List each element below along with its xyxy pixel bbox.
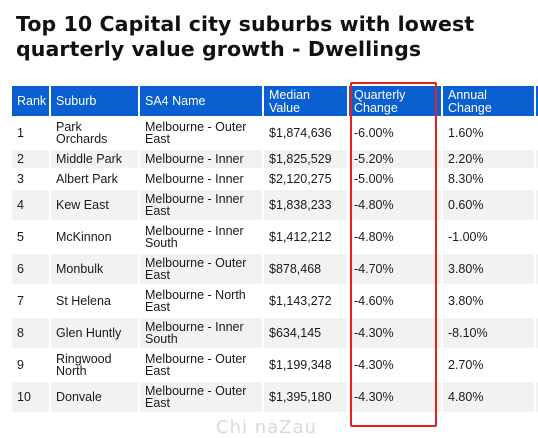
cell-rank: 4: [12, 190, 49, 220]
header-filler: [536, 86, 538, 116]
cell-quarterly-change: -6.00%: [349, 118, 441, 148]
cell-annual-change: -8.10%: [443, 318, 534, 348]
cell-annual-change: 4.80%: [443, 382, 534, 412]
cell-suburb: Ringwood North: [51, 350, 138, 380]
cell-filler: [536, 254, 538, 284]
cell-sa4-name: Melbourne - Outer East: [140, 382, 262, 412]
cell-annual-change: 1.60%: [443, 118, 534, 148]
cell-filler: [536, 118, 538, 148]
header-suburb: Suburb: [51, 86, 138, 116]
header-sa4-name: SA4 Name: [140, 86, 262, 116]
cell-quarterly-change: -5.00%: [349, 170, 441, 188]
cell-annual-change: 3.80%: [443, 286, 534, 316]
header-rank: Rank: [12, 86, 49, 116]
table-row: 5 McKinnon Melbourne - Inner South $1,41…: [12, 222, 538, 252]
cell-rank: 5: [12, 222, 49, 252]
table-row: 1 Park Orchards Melbourne - Outer East $…: [12, 118, 538, 148]
cell-quarterly-change: -4.60%: [349, 286, 441, 316]
cell-suburb: Park Orchards: [51, 118, 138, 148]
cell-rank: 2: [12, 150, 49, 168]
cell-filler: [536, 190, 538, 220]
cell-filler: [536, 350, 538, 380]
cell-sa4-name: Melbourne - Outer East: [140, 254, 262, 284]
table-row: 3 Albert Park Melbourne - Inner $2,120,2…: [12, 170, 538, 188]
cell-quarterly-change: -4.80%: [349, 190, 441, 220]
table-row: 8 Glen Huntly Melbourne - Inner South $6…: [12, 318, 538, 348]
cell-sa4-name: Melbourne - Inner South: [140, 222, 262, 252]
cell-suburb: McKinnon: [51, 222, 138, 252]
cell-annual-change: 2.20%: [443, 150, 534, 168]
cell-rank: 10: [12, 382, 49, 412]
cell-rank: 1: [12, 118, 49, 148]
cell-sa4-name: Melbourne - Outer East: [140, 350, 262, 380]
cell-median-value: $1,143,272: [264, 286, 347, 316]
cell-filler: [536, 286, 538, 316]
cell-rank: 3: [12, 170, 49, 188]
table-row: 7 St Helena Melbourne - North East $1,14…: [12, 286, 538, 316]
cell-annual-change: 3.80%: [443, 254, 534, 284]
cell-quarterly-change: -4.30%: [349, 350, 441, 380]
header-quarterly-change: Quarterly Change: [349, 86, 441, 116]
cell-sa4-name: Melbourne - Inner: [140, 150, 262, 168]
cell-suburb: St Helena: [51, 286, 138, 316]
cell-filler: [536, 222, 538, 252]
cell-median-value: $1,874,636: [264, 118, 347, 148]
cell-rank: 7: [12, 286, 49, 316]
table-row: 9 Ringwood North Melbourne - Outer East …: [12, 350, 538, 380]
cell-sa4-name: Melbourne - Inner South: [140, 318, 262, 348]
watermark: Chi naZau: [216, 417, 317, 438]
cell-suburb: Glen Huntly: [51, 318, 138, 348]
cell-median-value: $1,395,180: [264, 382, 347, 412]
cell-rank: 6: [12, 254, 49, 284]
cell-median-value: $878,468: [264, 254, 347, 284]
cell-suburb: Monbulk: [51, 254, 138, 284]
cell-median-value: $1,199,348: [264, 350, 347, 380]
table-container: Rank Suburb SA4 Name Median Value Quarte…: [0, 84, 538, 429]
table-row: 10 Donvale Melbourne - Outer East $1,395…: [12, 382, 538, 412]
table-header-row: Rank Suburb SA4 Name Median Value Quarte…: [12, 86, 538, 116]
cell-sa4-name: Melbourne - Outer East: [140, 118, 262, 148]
cell-filler: [536, 382, 538, 412]
cell-quarterly-change: -4.80%: [349, 222, 441, 252]
cell-suburb: Kew East: [51, 190, 138, 220]
suburbs-table: Rank Suburb SA4 Name Median Value Quarte…: [10, 84, 538, 414]
page-title: Top 10 Capital city suburbs with lowest …: [16, 12, 475, 61]
header-median-value: Median Value: [264, 86, 347, 116]
cell-median-value: $2,120,275: [264, 170, 347, 188]
cell-filler: [536, 170, 538, 188]
cell-suburb: Middle Park: [51, 150, 138, 168]
cell-rank: 8: [12, 318, 49, 348]
table-row: 2 Middle Park Melbourne - Inner $1,825,5…: [12, 150, 538, 168]
header-annual-change: Annual Change: [443, 86, 534, 116]
cell-annual-change: 2.70%: [443, 350, 534, 380]
cell-suburb: Albert Park: [51, 170, 138, 188]
cell-quarterly-change: -4.30%: [349, 382, 441, 412]
cell-sa4-name: Melbourne - North East: [140, 286, 262, 316]
cell-quarterly-change: -4.30%: [349, 318, 441, 348]
cell-suburb: Donvale: [51, 382, 138, 412]
cell-sa4-name: Melbourne - Inner: [140, 170, 262, 188]
cell-annual-change: 0.60%: [443, 190, 534, 220]
cell-quarterly-change: -5.20%: [349, 150, 441, 168]
cell-quarterly-change: -4.70%: [349, 254, 441, 284]
table-row: 4 Kew East Melbourne - Inner East $1,838…: [12, 190, 538, 220]
cell-median-value: $1,825,529: [264, 150, 347, 168]
cell-median-value: $1,412,212: [264, 222, 347, 252]
cell-filler: [536, 150, 538, 168]
cell-median-value: $1,838,233: [264, 190, 347, 220]
table-row: 6 Monbulk Melbourne - Outer East $878,46…: [12, 254, 538, 284]
cell-rank: 9: [12, 350, 49, 380]
cell-filler: [536, 318, 538, 348]
cell-median-value: $634,145: [264, 318, 347, 348]
cell-annual-change: -1.00%: [443, 222, 534, 252]
cell-sa4-name: Melbourne - Inner East: [140, 190, 262, 220]
cell-annual-change: 8.30%: [443, 170, 534, 188]
